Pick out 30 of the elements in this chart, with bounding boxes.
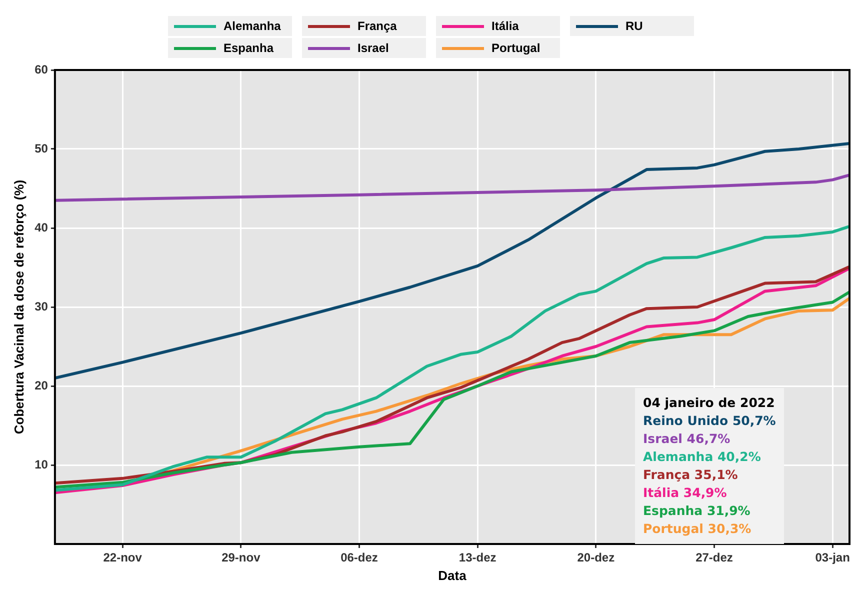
y-tick-label: 30 [34,299,48,314]
annotation: 04 janeiro de 2022 [643,394,776,412]
y-tick-label: 60 [34,62,48,76]
x-tick-label: 03-jan [815,550,850,565]
annotation: Itália 34,9% [643,484,728,502]
x-tick-label: 27-dez [696,550,733,565]
y-tick-label: 10 [34,457,48,472]
legend-label: Itália [492,19,520,33]
y-tick-label: 20 [34,378,48,392]
x-tick-label: 22-nov [103,550,142,565]
y-tick-label: 50 [34,141,48,156]
annotation: Espanha 31,9% [643,502,752,520]
legend-label: RU [626,19,644,33]
x-axis-title: Data [438,568,468,583]
x-tick-label: 29-nov [222,550,261,565]
annotation: Reino Unido 50,7% [643,412,776,430]
legend-label: Alemanha [224,19,282,33]
x-tick-label: 06-dez [340,550,378,565]
y-tick-label: 40 [34,220,48,234]
x-tick-label: 13-dez [458,550,496,565]
annotation: Portugal 30,3% [643,520,752,538]
legend-label: Espanha [224,41,275,55]
annotation: França 35,1% [643,466,739,484]
annotation: Israel 46,7% [643,430,732,448]
annotation: Alemanha 40,2% [643,448,762,466]
y-axis-title: Cobertura Vacinal da dose de reforço (%) [11,180,26,434]
legend-label: França [358,19,398,33]
legend-label: Israel [358,41,390,55]
x-tick-label: 20-dez [577,550,615,565]
legend-label: Portugal [492,41,542,55]
